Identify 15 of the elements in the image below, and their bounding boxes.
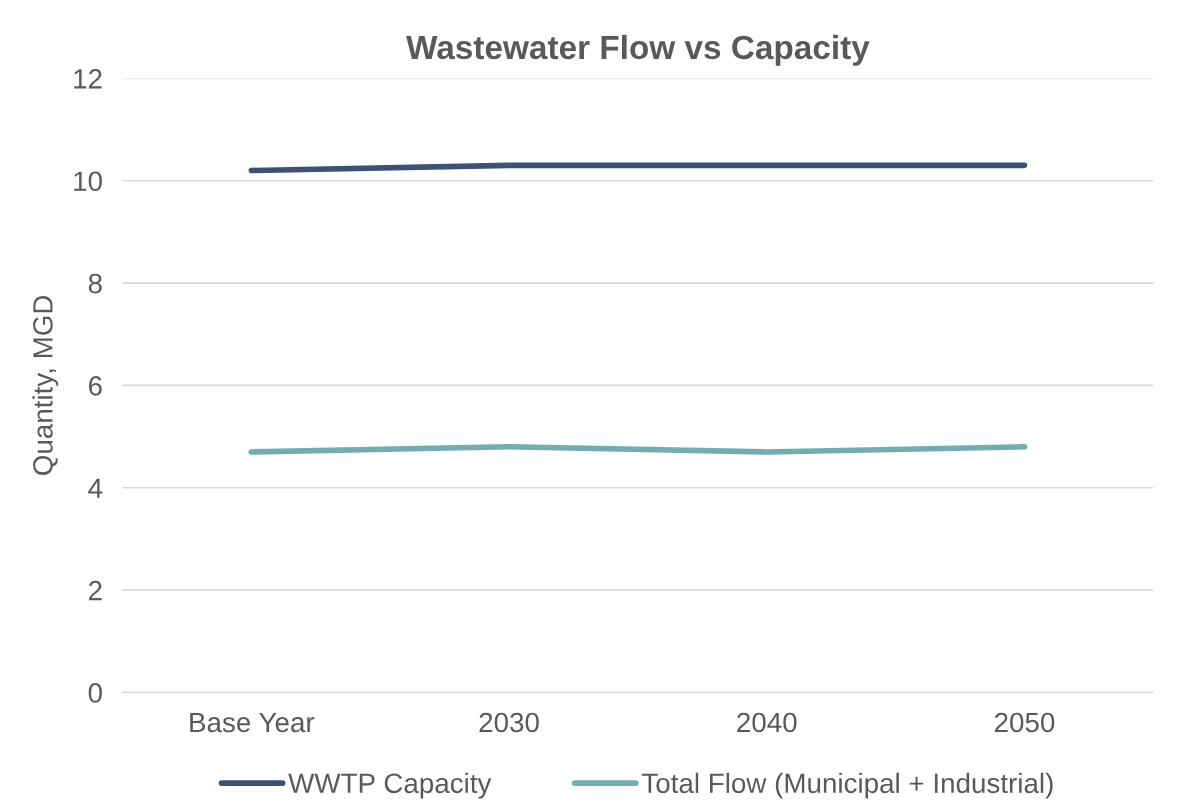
legend-label: Total Flow (Municipal + Industrial) [642, 772, 1053, 799]
x-tick-label: 2040 [737, 712, 797, 733]
y-axis-title: Quantity, MGD [32, 295, 59, 475]
x-tick-label: 2050 [994, 712, 1055, 733]
x-tick-label: 2030 [479, 712, 539, 733]
y-tick-label: 4 [88, 478, 103, 498]
y-tick-label: 10 [74, 171, 102, 192]
x-tick-label: Base Year [190, 712, 315, 733]
y-tick-label: 0 [88, 683, 102, 703]
y-tick-label: 6 [88, 376, 102, 396]
chart-title: Wastewater Flow vs Capacity [406, 34, 870, 66]
y-tick-label: 8 [88, 273, 102, 294]
y-tick-label: 2 [88, 580, 102, 601]
legend-label: WWTP Capacity [288, 772, 492, 799]
y-tick-label: 12 [74, 69, 102, 89]
